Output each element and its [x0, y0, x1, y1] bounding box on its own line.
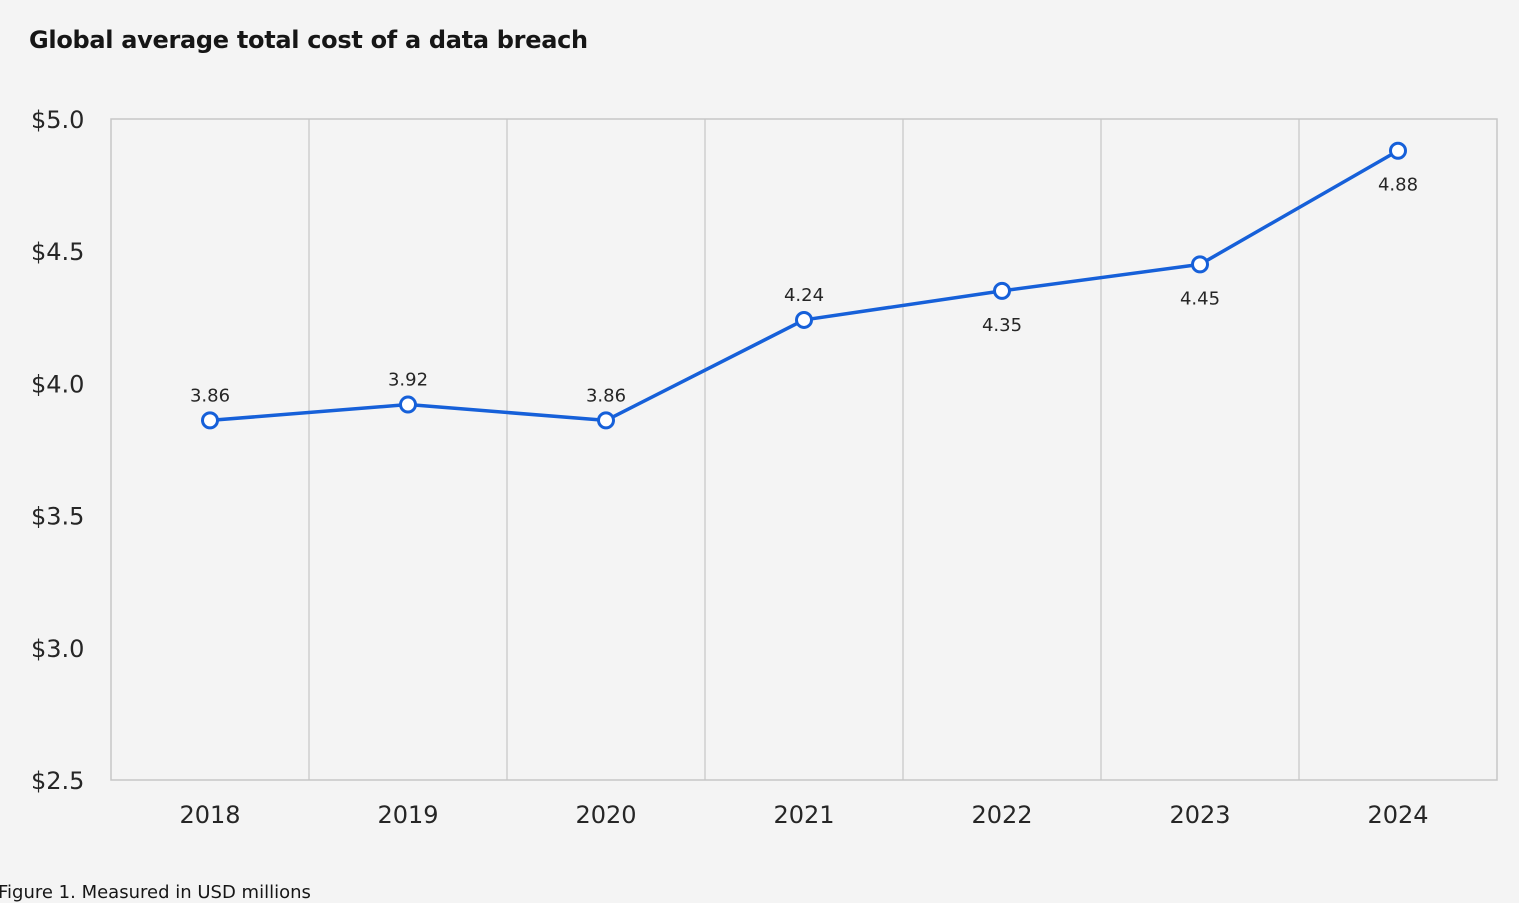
figure-caption: Figure 1. Measured in USD millions — [0, 882, 311, 903]
grid-layer — [110, 118, 1498, 781]
data-label: 4.24 — [784, 285, 824, 306]
y-tick-label: $2.5 — [31, 767, 84, 795]
plot-frame — [110, 118, 1498, 781]
data-label: 4.88 — [1378, 175, 1418, 196]
data-point[interactable] — [201, 411, 219, 430]
data-labels: 3.86 3.92 3.86 4.24 4.35 4.45 4.88 — [190, 175, 1418, 407]
series-layer — [201, 141, 1407, 430]
y-tick-label: $4.5 — [31, 238, 84, 266]
y-tick-label: $3.0 — [31, 635, 84, 663]
data-point[interactable] — [795, 310, 813, 329]
y-tick-label: $4.0 — [31, 370, 84, 398]
x-tick-label: 2023 — [1169, 801, 1230, 829]
y-tick-label: $5.0 — [31, 106, 84, 134]
x-tick-label: 2021 — [773, 801, 834, 829]
data-point[interactable] — [1389, 141, 1407, 160]
data-point[interactable] — [597, 411, 615, 430]
x-tick-label: 2022 — [971, 801, 1032, 829]
data-label: 3.86 — [586, 385, 626, 406]
x-tick-label: 2024 — [1367, 801, 1428, 829]
x-axis-ticks: 2018 2019 2020 2021 2022 2023 2024 — [179, 801, 1428, 829]
x-tick-label: 2020 — [575, 801, 636, 829]
data-point[interactable] — [1191, 255, 1209, 274]
data-label: 4.45 — [1180, 288, 1220, 309]
data-label: 3.92 — [388, 370, 428, 391]
data-label: 3.86 — [190, 385, 230, 406]
data-label: 4.35 — [982, 315, 1022, 336]
y-axis-ticks: $2.5 $3.0 $3.5 $4.0 $4.5 $5.0 — [31, 106, 84, 795]
chart-title: Global average total cost of a data brea… — [29, 26, 588, 54]
data-point[interactable] — [399, 395, 417, 414]
line-chart: $2.5 $3.0 $3.5 $4.0 $4.5 $5.0 2018 2019 2020 202… — [31, 106, 1498, 829]
x-tick-label: 2019 — [377, 801, 438, 829]
x-tick-label: 2018 — [179, 801, 240, 829]
y-tick-label: $3.5 — [31, 503, 84, 531]
data-point[interactable] — [993, 281, 1011, 300]
